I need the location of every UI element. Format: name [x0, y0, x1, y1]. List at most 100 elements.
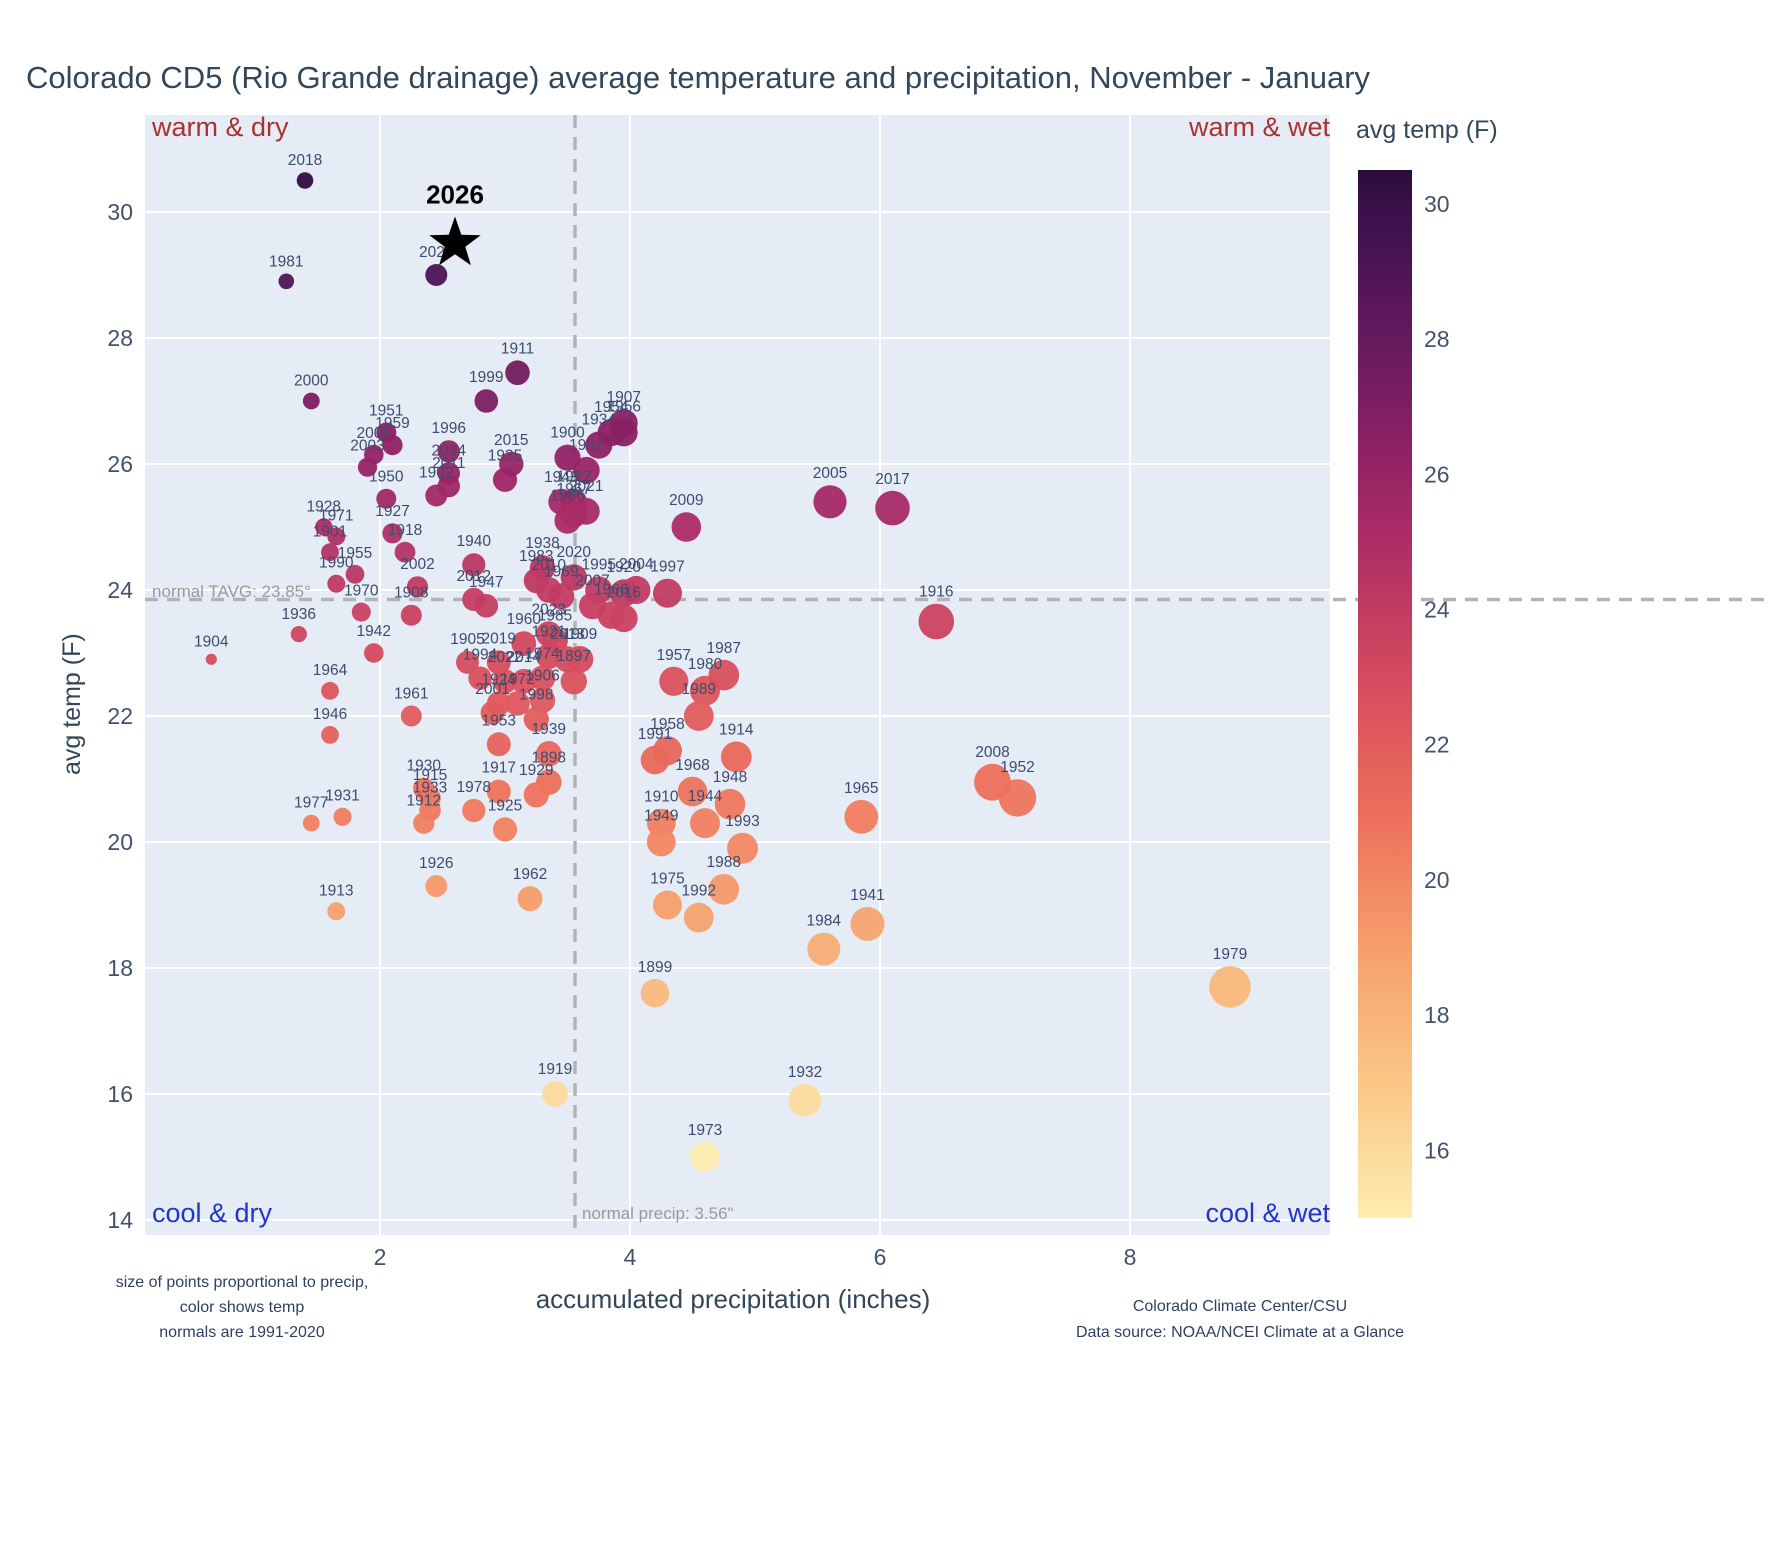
data-point-1988[interactable] [708, 874, 740, 905]
data-point-2015[interactable] [499, 451, 524, 477]
data-point-1908[interactable] [400, 604, 422, 626]
data-point-1940[interactable] [462, 553, 486, 577]
data-point-1996[interactable] [437, 440, 460, 463]
data-point-1933[interactable] [419, 799, 441, 822]
data-point-1926[interactable] [425, 875, 448, 898]
data-point-1959[interactable] [382, 435, 403, 456]
data-point-1991[interactable] [640, 745, 670, 775]
data-point-1901[interactable] [321, 543, 339, 562]
point-year-label: 1947 [469, 574, 503, 591]
data-point-1994[interactable] [468, 666, 492, 690]
data-point-1927[interactable] [382, 523, 403, 544]
data-point-1932[interactable] [788, 1084, 822, 1117]
data-point-1913[interactable] [327, 902, 346, 921]
data-point-1905[interactable] [456, 650, 479, 674]
data-point-2000[interactable] [302, 392, 320, 410]
data-point-1993[interactable] [727, 832, 758, 864]
data-point-2020[interactable] [560, 564, 587, 591]
data-point-1930[interactable] [413, 777, 435, 800]
data-point-1964[interactable] [321, 681, 339, 700]
data-point-1975[interactable] [653, 890, 682, 920]
data-point-2006[interactable] [364, 444, 384, 465]
data-point-1900[interactable] [554, 444, 581, 471]
data-point-2022[interactable] [492, 669, 518, 694]
data-point-2016[interactable] [609, 604, 638, 633]
data-point-1928[interactable] [315, 518, 333, 536]
data-point-2002[interactable] [406, 576, 429, 598]
data-point-2013[interactable] [554, 646, 581, 673]
data-point-1956[interactable] [609, 418, 638, 447]
data-point-1990[interactable] [327, 574, 346, 593]
data-point-2014[interactable] [511, 668, 537, 694]
data-point-2019[interactable] [486, 650, 511, 675]
data-point-1904[interactable] [205, 653, 217, 665]
data-point-1917[interactable] [486, 779, 511, 804]
data-point-1931[interactable] [333, 807, 352, 826]
point-year-label: 1967 [557, 481, 591, 498]
highlight-star-2026[interactable] [429, 216, 481, 266]
data-point-1953[interactable] [486, 732, 511, 757]
data-point-2017[interactable] [875, 490, 910, 526]
data-point-1992[interactable] [683, 902, 714, 933]
data-point-1897[interactable] [560, 668, 587, 695]
data-point-1979[interactable] [1209, 966, 1251, 1008]
data-point-1957[interactable] [659, 666, 689, 696]
data-point-1973[interactable] [690, 1142, 720, 1172]
data-point-1999[interactable] [474, 389, 499, 413]
data-point-1911[interactable] [505, 360, 530, 386]
data-point-1972[interactable] [505, 691, 530, 716]
data-point-1971[interactable] [327, 527, 346, 546]
data-point-1998[interactable] [523, 706, 549, 732]
data-point-1960[interactable] [511, 631, 537, 656]
data-point-1949[interactable] [646, 827, 676, 857]
data-point-1899[interactable] [640, 978, 670, 1008]
data-point-1984[interactable] [807, 932, 841, 966]
data-point-1948[interactable] [714, 788, 746, 820]
data-point-1970[interactable] [351, 602, 371, 622]
data-point-1936[interactable] [290, 626, 307, 643]
data-point-1942[interactable] [364, 643, 384, 663]
data-point-2005[interactable] [813, 485, 847, 519]
data-point-1929[interactable] [523, 782, 549, 808]
data-point-1919[interactable] [542, 1081, 568, 1107]
data-point-1961[interactable] [400, 705, 422, 727]
data-point-1941[interactable] [850, 906, 885, 941]
data-point-2008[interactable] [974, 763, 1011, 801]
data-point-2024[interactable] [437, 462, 460, 485]
data-point-2023[interactable] [536, 621, 562, 647]
point-year-label: 2019 [482, 630, 516, 647]
data-point-1946[interactable] [321, 726, 339, 744]
data-point-2012[interactable] [462, 587, 486, 612]
data-point-1962[interactable] [517, 886, 543, 912]
point-year-label: 1910 [644, 789, 679, 806]
data-point-2010[interactable] [536, 577, 562, 603]
data-point-2025[interactable] [425, 264, 448, 286]
data-point-1955[interactable] [345, 564, 365, 584]
data-point-1950[interactable] [376, 488, 397, 509]
data-point-1982[interactable] [572, 456, 600, 484]
point-year-label: 1919 [538, 1061, 572, 1078]
data-point-1997[interactable] [653, 578, 682, 608]
data-point-1974[interactable] [529, 665, 556, 691]
data-point-2004[interactable] [622, 575, 651, 605]
data-point-1965[interactable] [844, 799, 879, 834]
data-point-1989[interactable] [683, 701, 714, 731]
data-point-1977[interactable] [302, 814, 320, 832]
data-point-1939[interactable] [536, 741, 562, 767]
data-point-1914[interactable] [720, 741, 752, 773]
data-point-2009[interactable] [671, 512, 702, 542]
data-point-2021[interactable] [572, 497, 600, 525]
data-point-1925[interactable] [492, 817, 518, 842]
point-year-label: 1924 [482, 671, 517, 688]
data-point-2018[interactable] [296, 172, 314, 189]
data-point-1944[interactable] [690, 808, 720, 839]
data-point-1981[interactable] [278, 273, 295, 290]
data-point-2001[interactable] [480, 700, 505, 725]
data-point-1916[interactable] [918, 603, 955, 640]
data-point-1968[interactable] [677, 776, 708, 807]
data-point-1978[interactable] [462, 798, 486, 823]
data-point-2007[interactable] [579, 592, 606, 620]
data-point-1918[interactable] [394, 541, 416, 563]
data-point-1987[interactable] [708, 659, 740, 691]
